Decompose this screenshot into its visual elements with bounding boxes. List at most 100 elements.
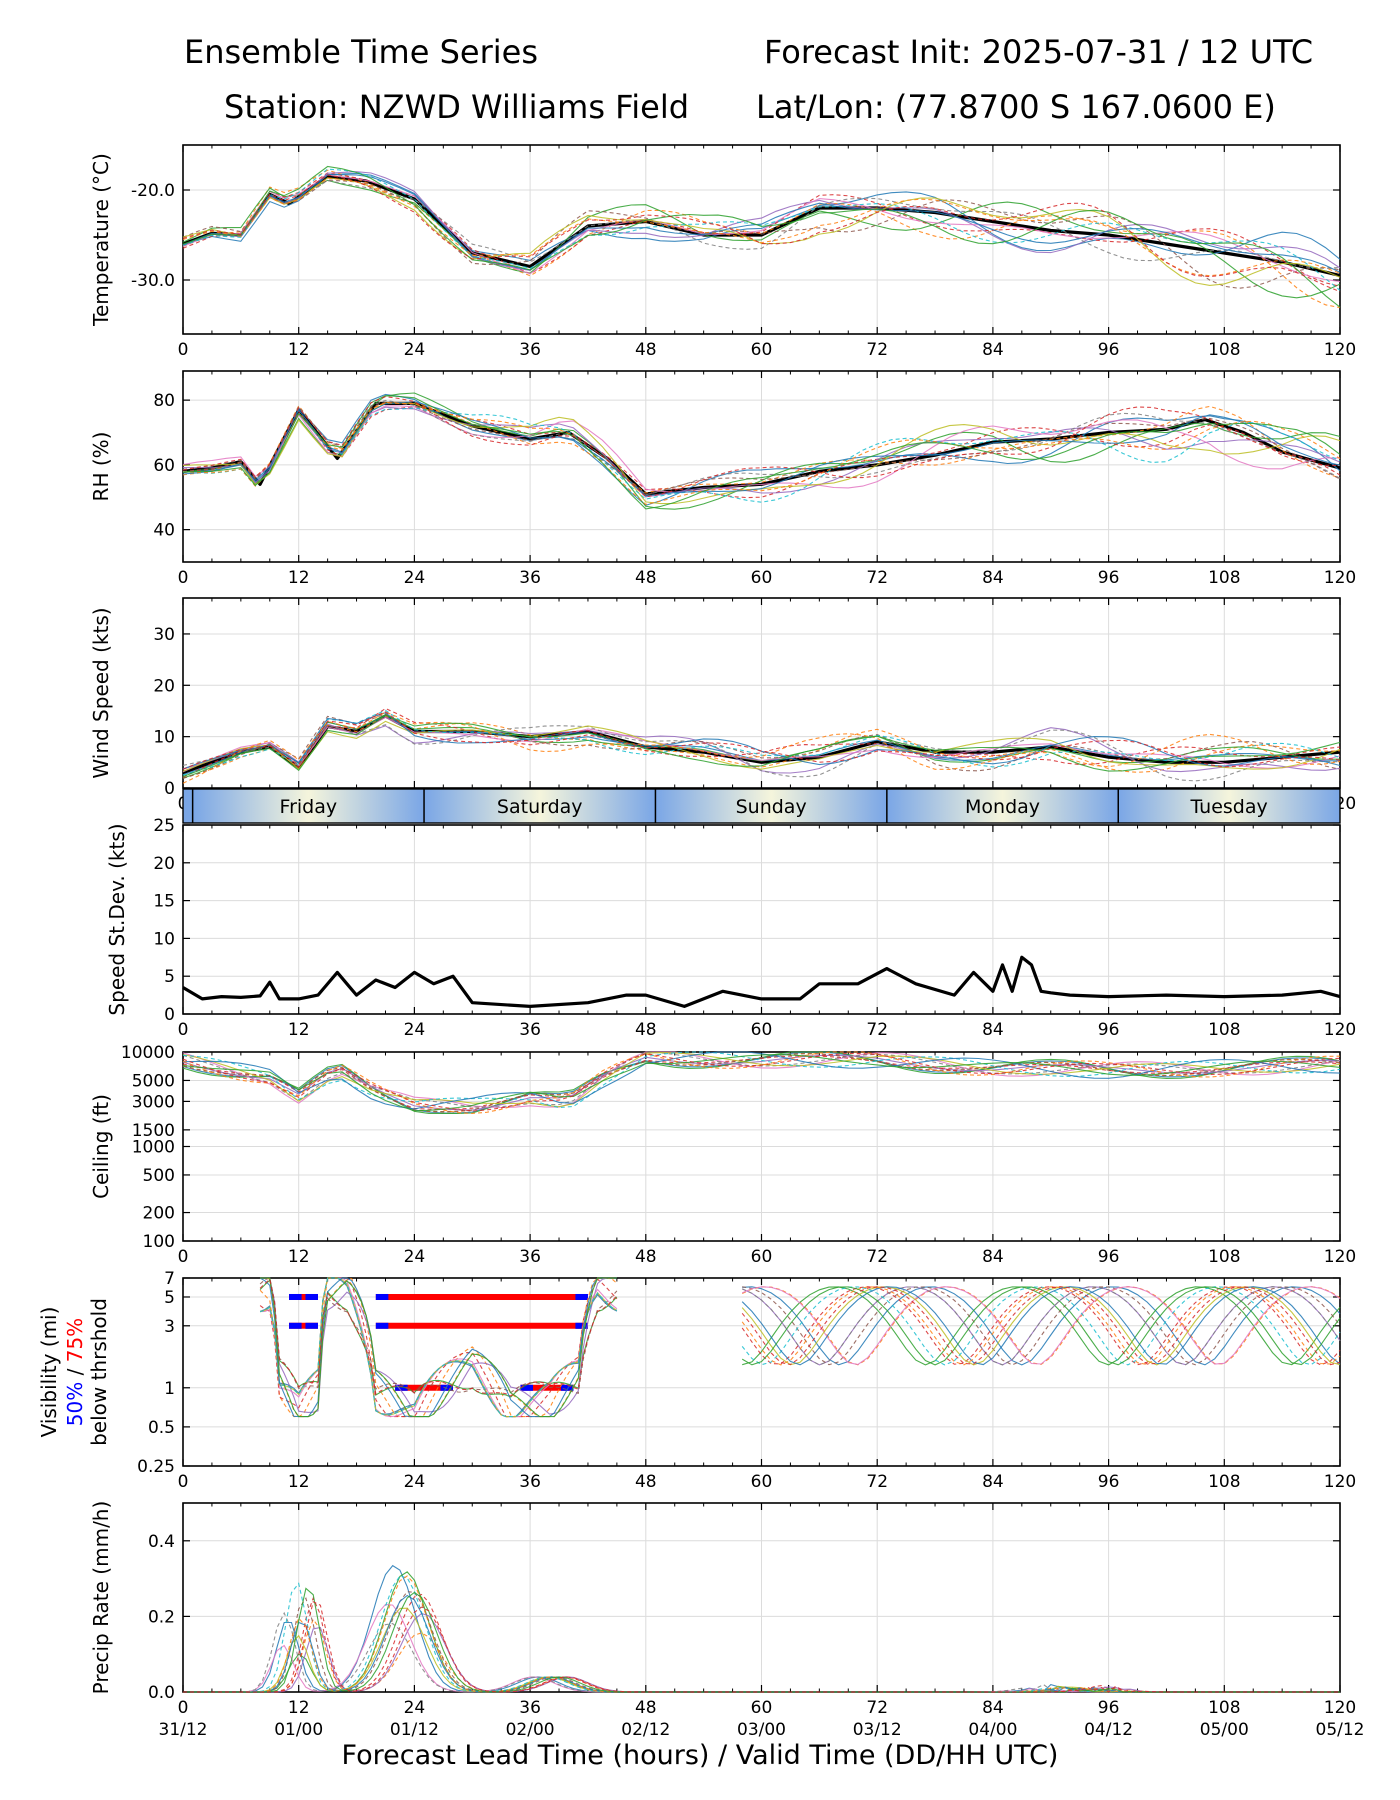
x-tick-label-date: 04/12 [1084, 1720, 1133, 1740]
x-tick-label: 60 [751, 1247, 773, 1267]
x-tick-label: 36 [519, 1472, 541, 1492]
x-tick-label-date: 05/12 [1316, 1720, 1365, 1740]
y-axis-label: Temperature (°C) [89, 153, 113, 327]
y-tick-label: 5 [164, 1288, 175, 1308]
x-tick-label: 12 [288, 568, 310, 588]
ensemble-member-line [182, 1053, 1341, 1112]
x-tick-label-date: 01/00 [274, 1720, 323, 1740]
ensemble-member-line [182, 172, 1341, 261]
x-tick-label: 12 [288, 1020, 310, 1040]
x-tick-label: 48 [635, 1020, 657, 1040]
y-tick-label: 10000 [121, 1043, 175, 1063]
x-tick-label: 12 [288, 340, 310, 360]
panel-3 [182, 824, 1341, 1015]
ensemble-member-line [182, 179, 1341, 299]
ensemble-member-line [741, 1286, 1341, 1366]
ensemble-member-line [182, 180, 1341, 269]
panel-4 [182, 1051, 1341, 1242]
x-tick-label: 72 [866, 1020, 888, 1040]
y-tick-label: 1000 [132, 1138, 175, 1158]
x-tick-label: 36 [519, 568, 541, 588]
x-tick-label-date: 03/00 [737, 1720, 786, 1740]
ensemble-member-line [741, 1286, 1341, 1366]
x-tick-label: 108 [1208, 1698, 1240, 1718]
ensemble-member-line [182, 174, 1341, 293]
x-tick-label-date: 04/00 [968, 1720, 1017, 1740]
ensemble-member-line [182, 714, 1341, 778]
label-50-percent: 50% [63, 1382, 87, 1426]
ensemble-member-line [182, 393, 1341, 506]
x-tick-label: 84 [982, 1472, 1004, 1492]
x-tick-label: 24 [404, 1247, 426, 1267]
day-label: Monday [965, 796, 1040, 818]
y-tick-label: 3000 [132, 1092, 175, 1112]
ensemble-member-line [741, 1286, 1341, 1366]
ensemble-member-line [742, 1286, 1341, 1366]
ensemble-member-line [182, 177, 1341, 277]
ensemble-member-line [182, 171, 1341, 271]
ceiling-members [182, 1051, 1341, 1114]
y-tick-label: 10 [153, 929, 175, 949]
x-tick-label: 96 [1098, 1247, 1120, 1267]
x-tick-label: 48 [635, 1472, 657, 1492]
ensemble-members-2 [182, 707, 1341, 784]
ensemble-member-line [182, 168, 1341, 291]
x-tick-label: 108 [1208, 1020, 1240, 1040]
y-tick-label: 0 [164, 1005, 175, 1025]
ensemble-member-line [182, 1051, 1341, 1110]
ensemble-member-line [259, 1277, 618, 1394]
day-label: Saturday [497, 796, 583, 818]
x-tick-label: 72 [866, 1698, 888, 1718]
ensemble-member-line [182, 1051, 1341, 1114]
y-tick-label: 0.2 [148, 1607, 175, 1627]
ensemble-member-line [182, 1052, 1341, 1112]
x-tick-label: 60 [751, 1472, 773, 1492]
day-segment [655, 789, 887, 823]
x-tick-label-date: 01/12 [390, 1720, 439, 1740]
x-tick-label: 84 [982, 340, 1004, 360]
x-axis-label: Forecast Lead Time (hours) / Valid Time … [341, 1740, 1059, 1771]
x-tick-label: 0 [178, 1472, 189, 1492]
chart-title: Ensemble Time Series [184, 33, 538, 71]
ensemble-member-line [182, 405, 1341, 493]
ensemble-member-line [182, 711, 1341, 784]
x-tick-label: 48 [635, 1247, 657, 1267]
ensemble-member-line [741, 1286, 1341, 1366]
ensemble-member-line [182, 400, 1341, 497]
lat-lon: Lat/Lon: (77.8700 S 167.0600 E) [756, 88, 1276, 126]
x-tick-label: 72 [866, 340, 888, 360]
ensemble-member-line [259, 1277, 618, 1418]
label-75-percent: 75% [63, 1318, 87, 1362]
y-tick-label: 100 [143, 1232, 175, 1252]
x-tick-label: 108 [1208, 1247, 1240, 1267]
x-tick-label: 96 [1098, 1698, 1120, 1718]
y-tick-label: 0.0 [148, 1683, 175, 1703]
x-tick-label: 60 [751, 340, 773, 360]
y-axis-label-line2: below thrshold [87, 1298, 111, 1446]
y-tick-label: 60 [153, 456, 175, 476]
ensemble-member-line [182, 720, 1341, 772]
day-segment [192, 789, 425, 823]
y-tick-label: -20.0 [131, 181, 175, 201]
y-tick-label: 10 [153, 728, 175, 748]
x-tick-label: 120 [1324, 340, 1356, 360]
ensemble-member-line [182, 399, 1341, 496]
y-axis-label-threshold: 50% / 75% [63, 1318, 87, 1426]
x-tick-label: 0 [178, 1020, 189, 1040]
forecast-init: Forecast Init: 2025-07-31 / 12 UTC [764, 33, 1314, 71]
x-tick-label-date: 02/12 [621, 1720, 670, 1740]
x-tick-label: 72 [866, 1472, 888, 1492]
ensemble-member-line [742, 1286, 1341, 1366]
x-tick-label: 120 [1324, 1020, 1356, 1040]
x-tick-label: 120 [1324, 568, 1356, 588]
ensemble-member-line [182, 709, 1341, 776]
x-tick-label: 108 [1208, 340, 1240, 360]
y-tick-label: 500 [143, 1166, 175, 1186]
station-name: Station: NZWD Williams Field [224, 88, 690, 126]
y-tick-label: 3 [164, 1317, 175, 1337]
day-segment [424, 789, 656, 823]
y-tick-label: 15 [153, 892, 175, 912]
y-axis-label: Precip Rate (mm/h) [89, 1501, 113, 1695]
x-tick-label: 12 [288, 1472, 310, 1492]
x-tick-label-date: 02/00 [506, 1720, 555, 1740]
